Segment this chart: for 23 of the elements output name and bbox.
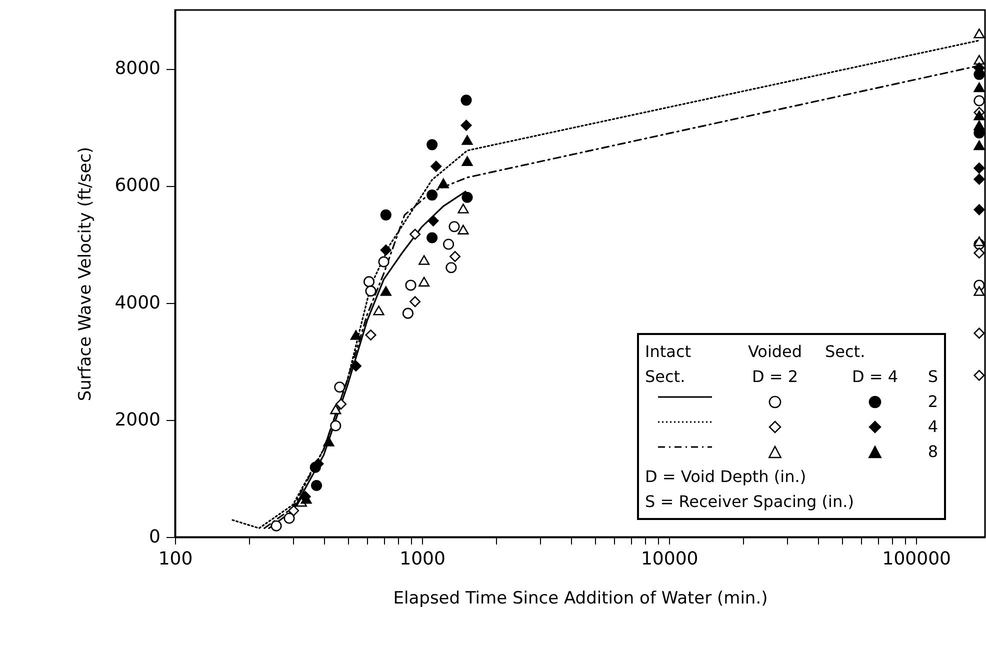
y-tick-label: 0 [149, 526, 160, 548]
x-axis-title: Elapsed Time Since Addition of Water (min.) [393, 588, 768, 608]
annotation: S [926, 366, 938, 388]
annotation: D = Void Depth (in.) [645, 466, 808, 488]
annotation: D = 4 [850, 366, 900, 388]
x-tick-label: 100 [158, 548, 193, 570]
y-tick-label: 8000 [114, 58, 160, 80]
annotation: 8 [926, 441, 938, 463]
annotation: Voided [746, 341, 804, 363]
annotation: 2 [926, 391, 938, 413]
annotation: Sect. [825, 341, 866, 363]
annotation: Intact [645, 341, 692, 363]
y-tick-label: 2000 [114, 409, 160, 430]
annotation: D = 2 [750, 366, 800, 388]
x-tick-label: 100000 [882, 548, 951, 570]
y-tick-label: 6000 [114, 175, 160, 196]
y-axis-title: Surface Wave Velocity (ft/sec) [76, 146, 96, 402]
annotation: S = Receiver Spacing (in.) [645, 491, 855, 513]
annotation: Sect. [645, 366, 686, 388]
y-tick-label: 4000 [114, 292, 160, 314]
annotation: 4 [926, 416, 938, 438]
x-tick-label: 10000 [640, 548, 698, 570]
x-tick-label: 1000 [400, 548, 446, 570]
